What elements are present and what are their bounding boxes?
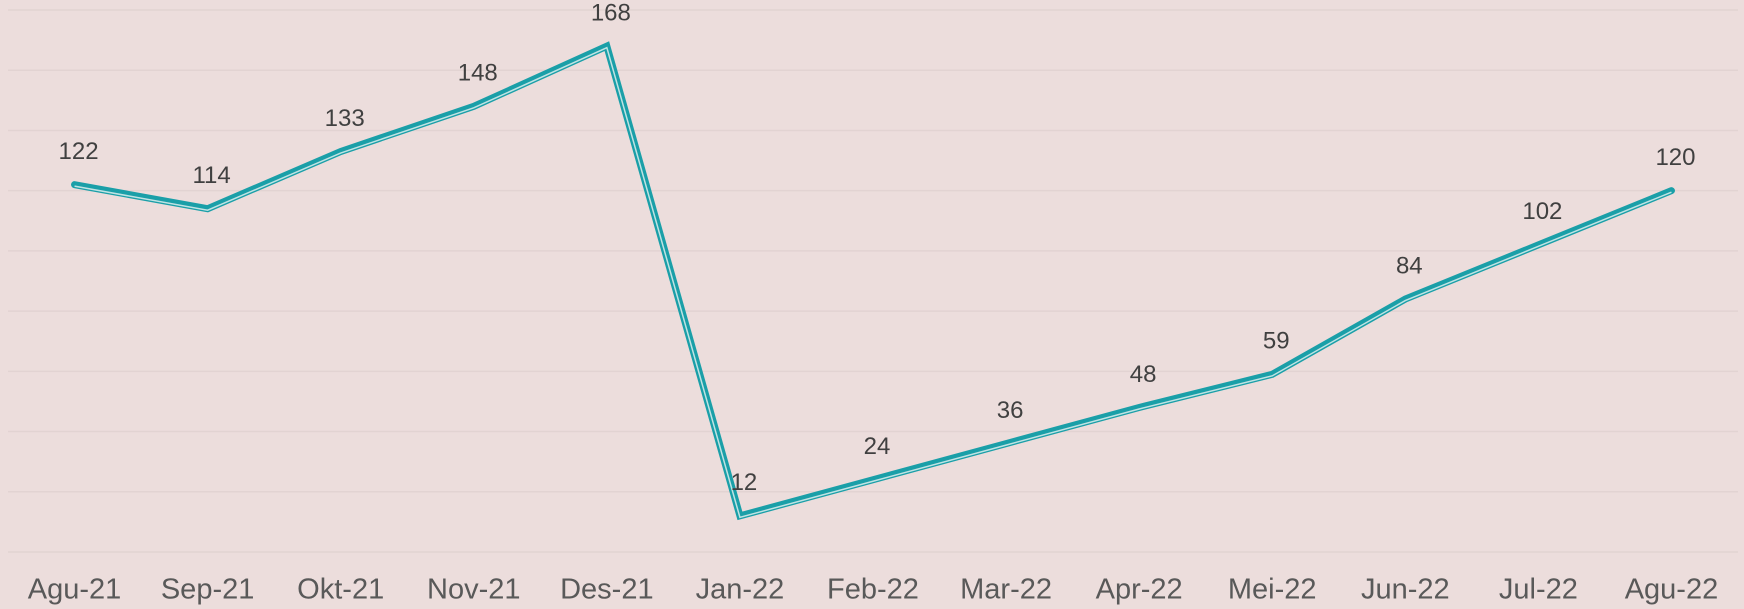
x-tick-label: Feb-22	[827, 574, 919, 606]
data-label: 148	[458, 60, 498, 87]
data-label: 36	[997, 397, 1024, 424]
data-label: 120	[1655, 144, 1695, 171]
x-tick-label: Des-21	[560, 574, 654, 606]
x-tick-label: Okt-21	[297, 574, 384, 606]
x-tick-label: Jan-22	[696, 574, 785, 606]
data-line	[71, 41, 1675, 521]
x-tick-label: Jun-22	[1361, 574, 1450, 606]
data-label: 59	[1263, 328, 1290, 355]
x-tick-label: Mar-22	[960, 574, 1052, 606]
data-label: 114	[192, 162, 230, 189]
x-tick-label: Agu-22	[1625, 574, 1719, 606]
data-label: 48	[1130, 361, 1157, 388]
x-tick-label: Sep-21	[161, 574, 255, 606]
x-tick-label: Nov-21	[427, 574, 521, 606]
x-tick-label: Agu-21	[28, 574, 122, 606]
data-label: 84	[1396, 252, 1423, 279]
x-tick-label: Apr-22	[1096, 574, 1183, 606]
x-tick-label: Mei-22	[1228, 574, 1317, 606]
data-label: 168	[591, 0, 631, 26]
data-label: 24	[864, 433, 891, 460]
data-label: 102	[1522, 198, 1562, 225]
data-label: 12	[731, 469, 758, 496]
data-line-highlight	[74, 46, 1672, 519]
data-label: 122	[59, 138, 99, 165]
data-label: 133	[325, 105, 365, 132]
x-tick-label: Jul-22	[1499, 574, 1578, 606]
